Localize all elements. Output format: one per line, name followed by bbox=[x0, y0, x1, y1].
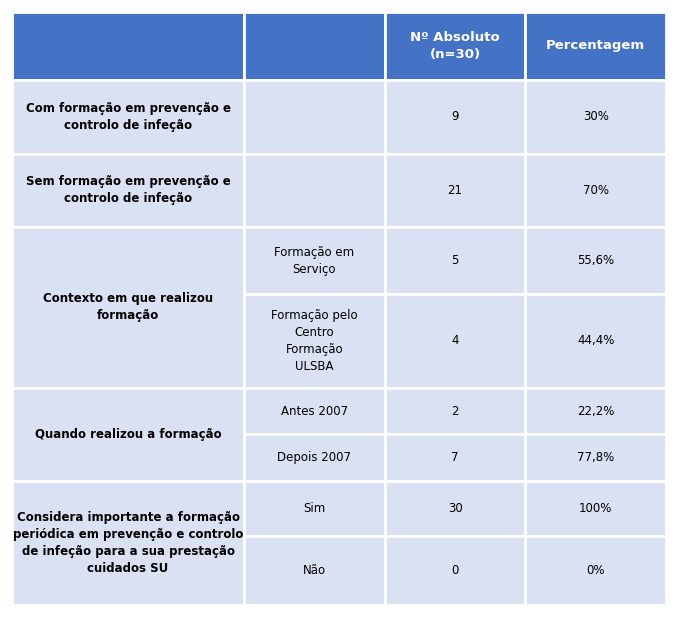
Bar bbox=[244, 387, 385, 434]
Bar bbox=[525, 481, 666, 536]
Bar bbox=[12, 481, 244, 605]
Bar bbox=[12, 227, 244, 387]
Bar bbox=[385, 12, 525, 80]
Bar bbox=[385, 387, 525, 434]
Text: 30: 30 bbox=[447, 502, 462, 515]
Text: 44,4%: 44,4% bbox=[577, 334, 614, 347]
Bar bbox=[385, 294, 525, 387]
Bar bbox=[385, 80, 525, 154]
Bar bbox=[12, 12, 244, 80]
Text: 4: 4 bbox=[452, 334, 459, 347]
Text: Não: Não bbox=[303, 564, 326, 578]
Text: 30%: 30% bbox=[583, 110, 609, 123]
Bar bbox=[244, 154, 385, 227]
Bar bbox=[385, 154, 525, 227]
Text: Depois 2007: Depois 2007 bbox=[277, 452, 351, 465]
Text: Quando realizou a formação: Quando realizou a formação bbox=[35, 428, 222, 441]
Text: Antes 2007: Antes 2007 bbox=[281, 405, 348, 418]
Text: 21: 21 bbox=[447, 184, 462, 197]
Text: Percentagem: Percentagem bbox=[546, 39, 645, 52]
Text: Nº Absoluto
(n=30): Nº Absoluto (n=30) bbox=[410, 31, 500, 61]
Bar bbox=[244, 80, 385, 154]
Text: 70%: 70% bbox=[582, 184, 609, 197]
Text: 22,2%: 22,2% bbox=[577, 405, 614, 418]
Bar bbox=[12, 387, 244, 481]
Bar bbox=[385, 434, 525, 481]
Text: 55,6%: 55,6% bbox=[577, 254, 614, 267]
Text: Sem formação em prevenção e
controlo de infeção: Sem formação em prevenção e controlo de … bbox=[26, 175, 231, 205]
Text: Formação em
Serviço: Formação em Serviço bbox=[275, 246, 355, 276]
Text: 100%: 100% bbox=[579, 502, 612, 515]
Bar bbox=[385, 536, 525, 605]
Bar bbox=[244, 434, 385, 481]
Text: 9: 9 bbox=[452, 110, 459, 123]
Bar bbox=[525, 80, 666, 154]
Bar bbox=[385, 481, 525, 536]
Bar bbox=[244, 227, 385, 294]
Bar bbox=[244, 536, 385, 605]
Bar bbox=[525, 227, 666, 294]
Bar bbox=[525, 154, 666, 227]
Bar bbox=[244, 294, 385, 387]
Bar bbox=[525, 387, 666, 434]
Text: Sim: Sim bbox=[303, 502, 325, 515]
Text: 7: 7 bbox=[452, 452, 459, 465]
Text: 0%: 0% bbox=[586, 564, 605, 578]
Bar bbox=[525, 294, 666, 387]
Bar bbox=[385, 227, 525, 294]
Bar bbox=[12, 80, 244, 154]
Text: 5: 5 bbox=[452, 254, 459, 267]
Bar bbox=[525, 536, 666, 605]
Bar bbox=[525, 12, 666, 80]
Bar bbox=[12, 154, 244, 227]
Text: Considera importante a formação
periódica em prevenção e controlo
de infeção par: Considera importante a formação periódic… bbox=[13, 511, 243, 575]
Bar bbox=[244, 481, 385, 536]
Text: 2: 2 bbox=[452, 405, 459, 418]
Text: 77,8%: 77,8% bbox=[577, 452, 614, 465]
Text: Contexto em que realizou
formação: Contexto em que realizou formação bbox=[43, 292, 213, 323]
Text: 0: 0 bbox=[452, 564, 459, 578]
Text: Formação pelo
Centro
Formação
ULSBA: Formação pelo Centro Formação ULSBA bbox=[271, 309, 358, 373]
Bar bbox=[244, 12, 385, 80]
Bar bbox=[525, 434, 666, 481]
Text: Com formação em prevenção e
controlo de infeção: Com formação em prevenção e controlo de … bbox=[26, 102, 231, 132]
